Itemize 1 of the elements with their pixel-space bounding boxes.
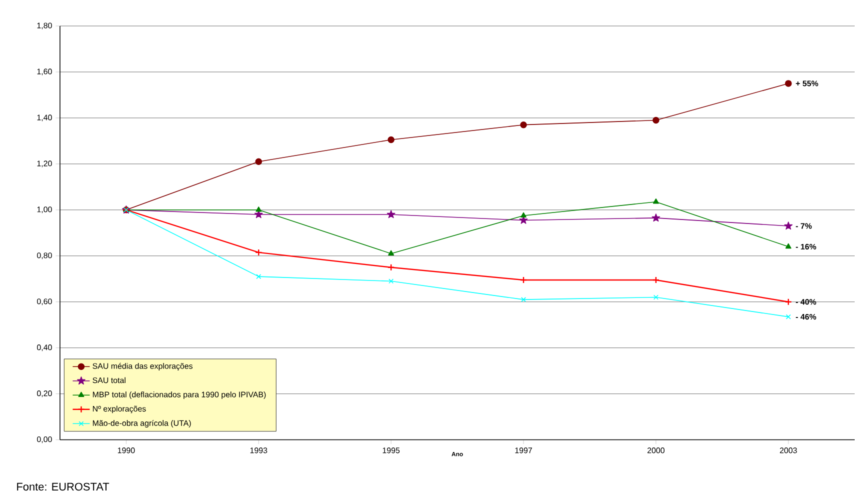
source-note: Fonte: EUROSTAT: [17, 483, 110, 491]
